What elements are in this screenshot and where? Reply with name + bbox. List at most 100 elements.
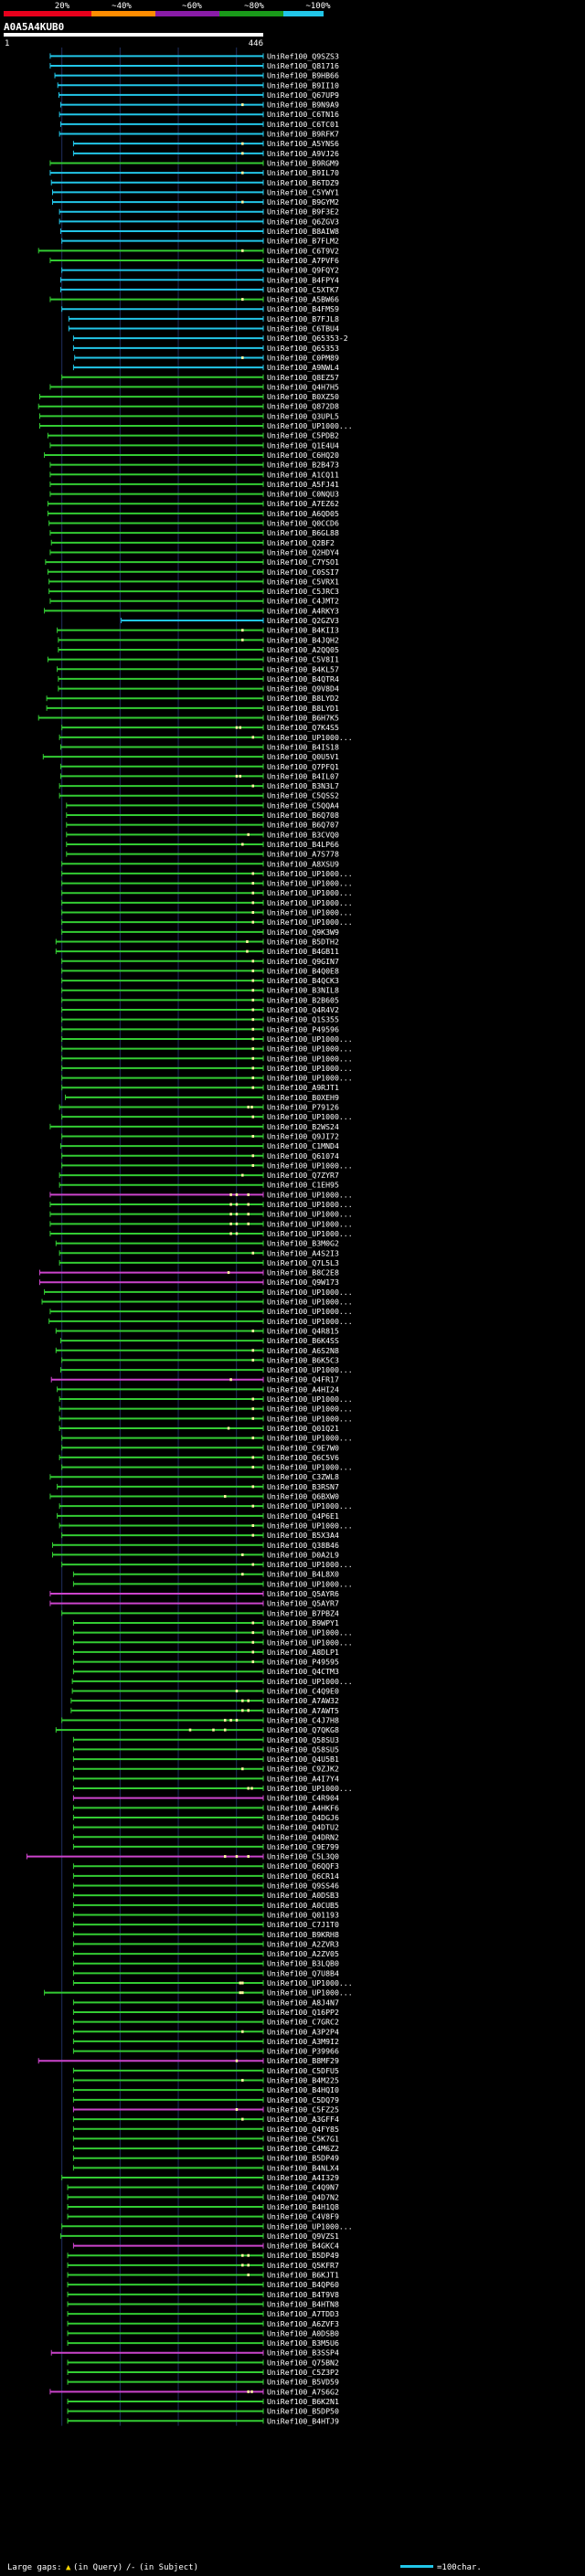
gap-marker — [235, 774, 239, 778]
alignment-label: UniRef100_Q4U5B1 — [267, 1754, 339, 1764]
alignment-row: UniRef100_A1CQ11 — [49, 470, 339, 479]
alignment-row: UniRef100_B6K4SS — [59, 1336, 339, 1345]
gap-marker — [229, 1718, 232, 1722]
alignment-row: UniRef100_B5DP49 — [72, 2154, 339, 2163]
gap-marker — [251, 1056, 255, 1060]
alignment-row: UniRef100_B8LYD1 — [46, 704, 339, 713]
alignment-row: UniRef100_B7FLM2 — [61, 237, 339, 246]
alignment-label: UniRef100_B6TDZ9 — [267, 178, 339, 187]
gap-marker — [247, 1855, 250, 1859]
alignment-label: UniRef100_Q872D8 — [267, 402, 339, 411]
alignment-row: UniRef100_B8LYD2 — [46, 694, 339, 703]
gap-marker — [235, 2107, 239, 2111]
gap-marker — [250, 1786, 253, 1790]
alignment-label: UniRef100_UP1000... — [267, 1034, 353, 1044]
alignment-row: UniRef100_Q6QQF3 — [72, 1861, 339, 1871]
gap-marker — [251, 1660, 255, 1664]
gap-marker — [235, 1213, 239, 1216]
alignment-label: UniRef100_A5YNS6 — [267, 139, 339, 148]
alignment-label: UniRef100_UP1000... — [267, 1190, 353, 1199]
alignment-row: UniRef100_B3M5U6 — [67, 2338, 339, 2348]
gap-marker — [241, 298, 244, 302]
alignment-label: UniRef100_C6TN16 — [267, 110, 339, 119]
alignment-label: UniRef100_UP1000... — [267, 1307, 353, 1316]
alignment-row: UniRef100_C4Q9E0 — [71, 1687, 339, 1696]
alignment-row: UniRef100_B9RFK7 — [58, 130, 339, 139]
alignment-label: UniRef100_A7PVF6 — [267, 256, 339, 265]
alignment-label: UniRef100_C1MND4 — [267, 1141, 339, 1150]
alignment-label: UniRef100_A5FJ41 — [267, 480, 339, 489]
alignment-label: UniRef100_B5DP50 — [267, 2407, 339, 2416]
alignment-row: UniRef100_Q16PP2 — [72, 2008, 339, 2017]
alignment-row: UniRef100_B0XEH9 — [64, 1093, 339, 1102]
alignment-label: UniRef100_B7PBZ4 — [267, 1608, 339, 1617]
alignment-label: UniRef100_B6Q708 — [267, 811, 339, 820]
alignment-label: UniRef100_C5DFU5 — [267, 2066, 339, 2075]
in-query-label: (in Query) — [73, 2563, 122, 2572]
alignment-label: UniRef100_Q7K4S5 — [267, 723, 339, 732]
alignment-row: UniRef100_B8C2E8 — [38, 1268, 339, 1277]
alignment-label: UniRef100_C4R904 — [267, 1794, 339, 1803]
alignment-label: UniRef100_Q4R4V2 — [267, 1005, 339, 1014]
alignment-label: UniRef100_UP1000... — [267, 1219, 353, 1228]
gap-marker — [251, 1115, 255, 1118]
alignment-row: UniRef100_UP1000... — [61, 1463, 353, 1472]
alignment-label: UniRef100_A5BW66 — [267, 295, 339, 304]
alignment-label: UniRef100_B9HB66 — [267, 71, 339, 80]
alignment-row: UniRef100_C4J7H8 — [61, 1715, 339, 1724]
alignment-row: UniRef100_UP1000... — [38, 421, 353, 430]
gap-marker — [251, 901, 255, 905]
alignment-row: UniRef100_B5VD59 — [67, 2378, 339, 2387]
alignment-row: UniRef100_C7J1T0 — [72, 1920, 339, 1929]
alignment-row: UniRef100_C4V8F9 — [67, 2212, 339, 2221]
gap-marker — [241, 1709, 244, 1712]
alignment-label: UniRef100_A2ZVR3 — [267, 1939, 339, 1948]
alignment-label: UniRef100_C5QQA4 — [267, 800, 339, 810]
gap-marker — [229, 1378, 232, 1382]
alignment-label: UniRef100_Q9FQY2 — [267, 266, 339, 275]
gap-marker — [247, 2263, 250, 2267]
alignment-row: UniRef100_UP1000... — [58, 1414, 353, 1423]
alignment-row: UniRef100_UP1000... — [61, 908, 353, 917]
alignment-label: UniRef100_Q4FY85 — [267, 2125, 339, 2134]
gap-marker — [251, 1047, 255, 1051]
alignment-label: UniRef100_Q4R815 — [267, 1326, 339, 1335]
alignment-label: UniRef100_B3N3L7 — [267, 781, 339, 790]
alignment-label: UniRef100_C3ZWL8 — [267, 1472, 339, 1481]
alignment-row: UniRef100_C0NQU3 — [49, 490, 339, 499]
alignment-row: UniRef100_B4KL57 — [57, 664, 339, 673]
alignment-label: UniRef100_Q7U8B4 — [267, 1968, 339, 1977]
alignment-row: UniRef100_B4LP66 — [66, 840, 339, 849]
gap-marker — [235, 1718, 239, 1722]
alignment-row: UniRef100_A0DSB3 — [72, 1891, 339, 1900]
alignment-label: UniRef100_A7TDD3 — [267, 2309, 339, 2318]
alignment-label: UniRef100_B4GB11 — [267, 947, 339, 956]
alignment-label: UniRef100_UP1000... — [267, 733, 353, 742]
alignment-label: UniRef100_B6K2N1 — [267, 2397, 339, 2406]
gap-marker — [251, 1563, 255, 1566]
gap-marker — [251, 969, 255, 972]
alignment-row: UniRef100_B7FJL8 — [68, 314, 339, 323]
alignment-label: UniRef100_UP1000... — [267, 888, 353, 897]
gap-marker — [251, 1466, 255, 1469]
alignment-row: UniRef100_Q4U5B1 — [72, 1754, 339, 1764]
gap-marker — [235, 1232, 239, 1235]
gap-marker — [251, 1008, 255, 1012]
alignment-row: UniRef100_D0A2L9 — [51, 1550, 339, 1559]
alignment-label: UniRef100_UP1000... — [267, 1112, 353, 1121]
alignment-row: UniRef100_C6HQ20 — [44, 451, 339, 460]
alignment-label: UniRef100_Q75BN2 — [267, 2358, 339, 2367]
alignment-label: UniRef100_Q2GZV3 — [267, 616, 339, 625]
alignment-label: UniRef100_B6Q707 — [267, 821, 339, 830]
gap-marker — [241, 2117, 244, 2121]
alignment-label: UniRef100_A0CUB5 — [267, 1901, 339, 1910]
gap-marker — [241, 1699, 244, 1702]
alignment-label: UniRef100_B9RFK7 — [267, 130, 339, 139]
alignment-label: UniRef100_Q5KFR7 — [267, 2261, 339, 2270]
alignment-row: UniRef100_Q7U8B4 — [72, 1968, 339, 1977]
alignment-row: UniRef100_C6TN16 — [58, 110, 339, 119]
alignment-label: UniRef100_C5K7G1 — [267, 2134, 339, 2143]
alignment-label: UniRef100_B4LP66 — [267, 840, 339, 849]
alignment-label: UniRef100_B4QCK3 — [267, 976, 339, 985]
alignment-label: UniRef100_B9RGM9 — [267, 158, 339, 167]
